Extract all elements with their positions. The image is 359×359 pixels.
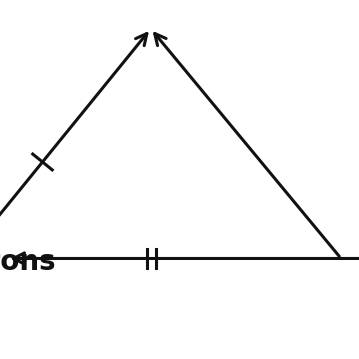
Text: Patrons: Patrons: [0, 248, 56, 276]
